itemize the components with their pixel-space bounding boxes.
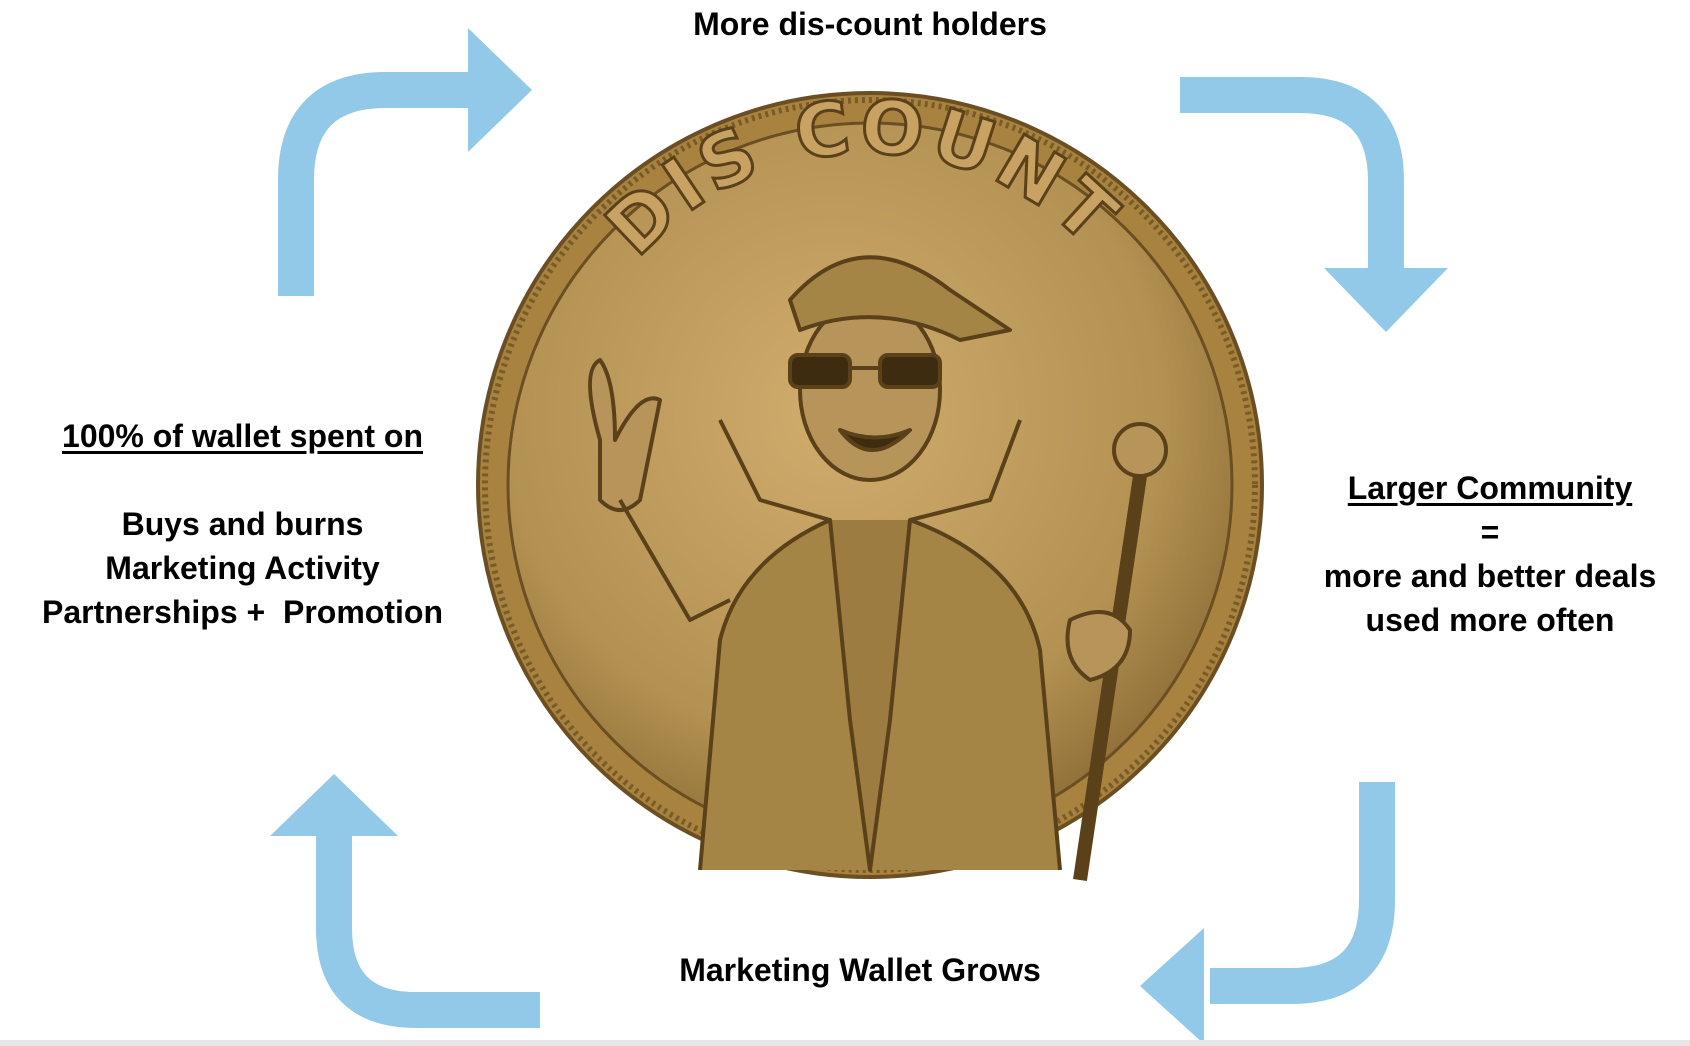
top-label: More dis-count holders xyxy=(693,6,1047,42)
footer-bar xyxy=(0,1040,1690,1046)
arrow-bottom-right xyxy=(1210,782,1395,1004)
arrow-top-left xyxy=(278,72,480,296)
left-block: 100% of wallet spent on Buys and burns M… xyxy=(0,414,485,634)
arrowhead-top-left xyxy=(468,28,532,152)
right-line-often: used more often xyxy=(1365,602,1615,638)
arrowhead-top-right xyxy=(1324,268,1448,332)
right-heading: Larger Community xyxy=(1347,470,1633,506)
arrow-bottom-left xyxy=(316,830,540,1028)
left-item-marketing: Marketing Activity xyxy=(105,550,380,586)
right-line-deals: more and better deals xyxy=(1323,558,1657,594)
bottom-label: Marketing Wallet Grows xyxy=(679,952,1041,988)
right-equals: = xyxy=(1480,514,1500,550)
coin-character-icon xyxy=(588,255,1168,882)
left-heading: 100% of wallet spent on xyxy=(62,418,423,454)
arrow-top-right xyxy=(1180,77,1404,272)
left-item-buys: Buys and burns xyxy=(121,506,364,542)
left-item-partnerships: Partnerships + Promotion xyxy=(42,594,443,630)
arrowhead-bottom-left xyxy=(270,774,398,836)
arrowhead-bottom-right xyxy=(1140,928,1204,1044)
right-block: Larger Community = more and better deals… xyxy=(1290,466,1690,642)
